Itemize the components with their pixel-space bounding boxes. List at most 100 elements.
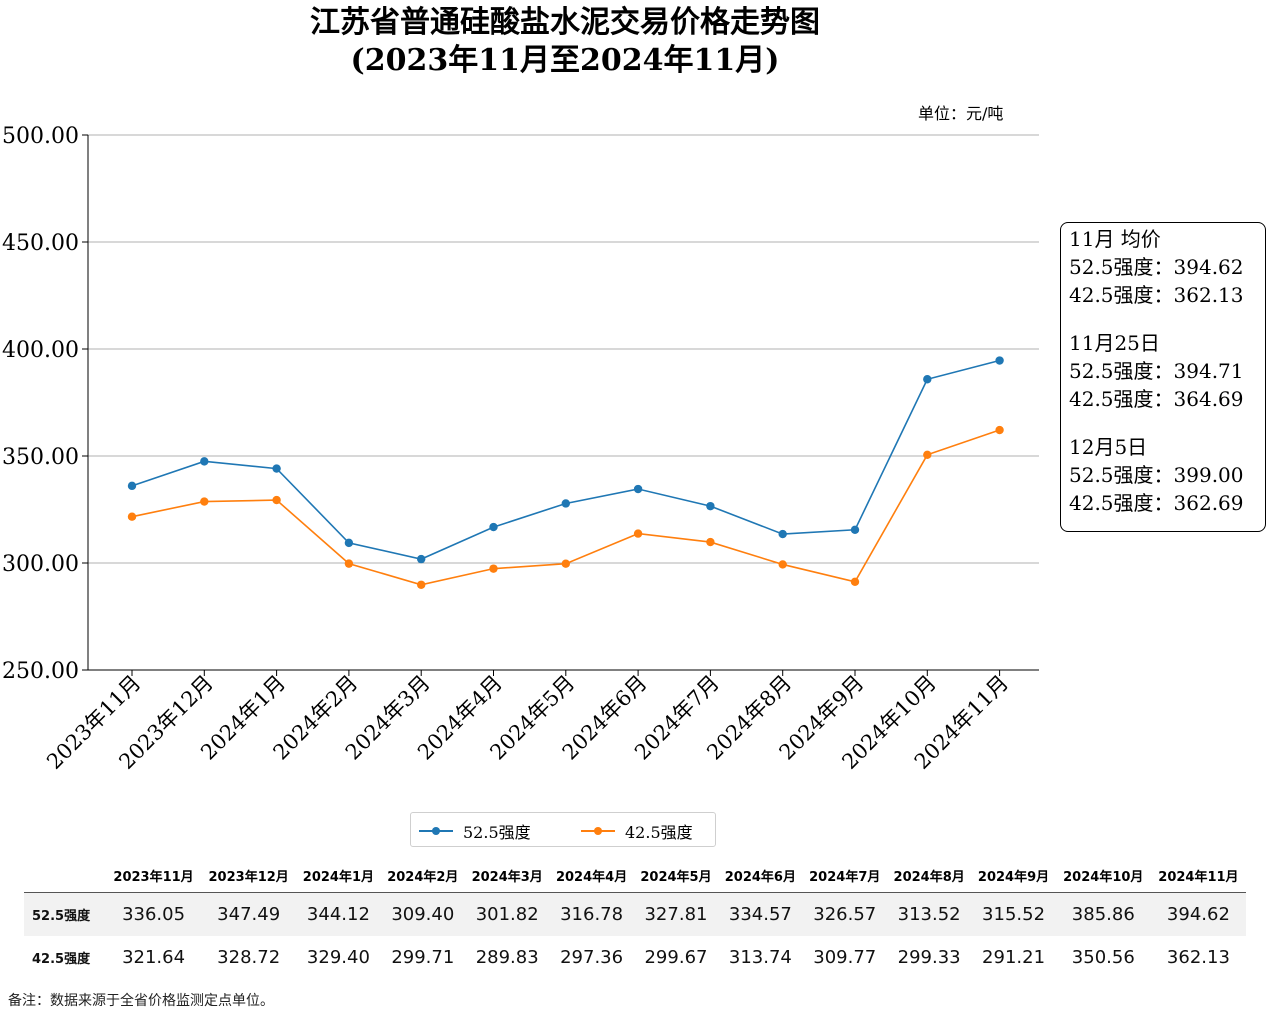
y-tick-label: 350.00 bbox=[2, 445, 79, 470]
table-column-header: 2023年12月 bbox=[208, 869, 289, 885]
data-point bbox=[344, 559, 354, 568]
table-cell: 336.05 bbox=[106, 892, 202, 936]
annotation-line: 52.5强度：394.71 bbox=[1069, 359, 1244, 383]
price-annotation-box: 11月 均价 52.5强度：394.62 42.5强度：362.13 11月25日 52… bbox=[1060, 222, 1266, 532]
table-cell: 299.67 bbox=[633, 936, 719, 979]
chart-subtitle: (2023年11月至2024年11月) bbox=[350, 43, 780, 78]
data-point bbox=[995, 356, 1004, 365]
chart-title-main: 江苏省普通硅酸盐水泥交易价格走势图 bbox=[310, 5, 820, 40]
table-cell: 309.77 bbox=[802, 936, 887, 979]
table-cell: 315.52 bbox=[971, 892, 1056, 936]
data-point bbox=[778, 560, 787, 569]
annotation-heading: 11月25日 bbox=[1069, 331, 1160, 355]
table-cell: 313.52 bbox=[886, 892, 972, 936]
annotation-line: 42.5强度：364.69 bbox=[1069, 387, 1244, 411]
table-cell: 291.21 bbox=[971, 936, 1056, 979]
y-tick-label: 250.00 bbox=[2, 659, 79, 684]
table-column-header: 2024年3月 bbox=[471, 869, 543, 885]
table-cell: 329.40 bbox=[296, 936, 381, 979]
data-point bbox=[417, 554, 426, 564]
table-row: 52.5强度 336.05 347.49 344.12 309.40 301.82 316.… bbox=[24, 892, 1246, 936]
table-column-header: 2024年8月 bbox=[893, 869, 965, 885]
table-column-header: 2023年11月 bbox=[113, 869, 194, 885]
y-tick-label: 450.00 bbox=[2, 231, 79, 256]
table-column-header: 2024年11月 bbox=[1158, 869, 1239, 885]
data-point bbox=[633, 484, 643, 494]
legend-label: 52.5强度 bbox=[463, 823, 531, 842]
table-cell: 328.72 bbox=[201, 936, 297, 979]
table-cell: 301.82 bbox=[465, 892, 550, 936]
legend-item: 42.5强度 bbox=[581, 819, 693, 843]
table-row-label: 52.5强度 bbox=[24, 892, 106, 936]
table-column-header: 2024年9月 bbox=[977, 869, 1050, 885]
table-column-header: 2024年7月 bbox=[809, 869, 881, 885]
table-row-label: 42.5强度 bbox=[24, 936, 106, 979]
table-cell: 347.49 bbox=[201, 892, 297, 936]
table-cell: 289.83 bbox=[465, 936, 550, 979]
data-point bbox=[633, 529, 643, 538]
series-line-0 bbox=[131, 359, 1000, 560]
chart-title: 江苏省普通硅酸盐水泥交易价格走势图 (2023年11月至2024年11月) bbox=[0, 4, 1130, 80]
table-header-row: 2023年11月 2023年12月 2024年1月 2024年2月 2024年3月 202… bbox=[24, 858, 1246, 893]
annotation-line: 42.5强度：362.69 bbox=[1069, 491, 1244, 515]
data-point bbox=[272, 495, 281, 505]
data-point bbox=[127, 512, 137, 521]
table-cell: 297.36 bbox=[549, 936, 634, 979]
table-column-header: 2024年6月 bbox=[724, 869, 796, 885]
data-point bbox=[272, 464, 281, 473]
table-cell: 309.40 bbox=[380, 892, 465, 936]
table-column-header: 2024年1月 bbox=[302, 869, 375, 885]
table-cell: 334.57 bbox=[718, 892, 803, 936]
annotation-heading: 11月 均价 bbox=[1069, 227, 1161, 251]
data-point bbox=[706, 537, 715, 547]
table-cell: 299.33 bbox=[886, 936, 972, 979]
annotation-line: 52.5强度：394.62 bbox=[1069, 255, 1244, 279]
unit-label: 单位：元/吨 bbox=[918, 104, 1004, 123]
table-cell: 326.57 bbox=[802, 892, 887, 936]
table-cell: 394.62 bbox=[1150, 892, 1246, 936]
legend-item: 52.5强度 bbox=[419, 819, 531, 843]
legend-label: 42.5强度 bbox=[625, 823, 693, 842]
table-column-header: 2024年5月 bbox=[640, 869, 712, 885]
annotation-group: 11月25日 52.5强度：394.71 42.5强度：364.69 bbox=[1069, 329, 1265, 413]
table-cell: 385.86 bbox=[1055, 892, 1151, 936]
table-cell: 313.74 bbox=[718, 936, 803, 979]
table-column-header: 2024年2月 bbox=[387, 869, 459, 885]
table-column-header: 2024年4月 bbox=[555, 869, 628, 885]
table-row: 42.5强度 321.64 328.72 329.40 299.71 289.83 297.… bbox=[24, 936, 1246, 979]
data-point bbox=[923, 375, 932, 384]
data-point bbox=[417, 580, 426, 589]
chart-legend: 52.5强度 42.5强度 bbox=[410, 812, 716, 847]
data-point bbox=[489, 564, 498, 573]
data-point bbox=[923, 450, 932, 460]
data-point bbox=[127, 481, 137, 491]
line-chart: 250.00300.00350.00400.00450.00500.002023… bbox=[2, 124, 1039, 774]
data-point bbox=[995, 425, 1004, 435]
data-point bbox=[850, 525, 860, 534]
data-point bbox=[706, 501, 715, 511]
table-cell: 299.71 bbox=[380, 936, 465, 979]
y-tick-label: 500.00 bbox=[2, 124, 79, 149]
source-note: 备注：数据来源于全省价格监测定点单位。 bbox=[8, 993, 274, 1009]
annotation-heading: 12月5日 bbox=[1069, 435, 1148, 459]
annotation-line: 42.5强度：362.13 bbox=[1069, 283, 1244, 307]
annotation-group: 11月 均价 52.5强度：394.62 42.5强度：362.13 bbox=[1069, 225, 1265, 309]
table-cell: 327.81 bbox=[633, 892, 719, 936]
table-corner bbox=[24, 858, 106, 893]
data-point bbox=[344, 538, 354, 548]
table-cell: 362.13 bbox=[1150, 936, 1246, 979]
data-point bbox=[561, 499, 570, 508]
table-cell: 344.12 bbox=[296, 892, 381, 936]
data-point bbox=[561, 559, 570, 568]
annotation-line: 52.5强度：399.00 bbox=[1069, 463, 1244, 487]
table-cell: 350.56 bbox=[1055, 936, 1151, 979]
data-table: 2023年11月 2023年12月 2024年1月 2024年2月 2024年3月 202… bbox=[24, 858, 1246, 979]
data-point bbox=[200, 457, 209, 466]
table-column-header: 2024年10月 bbox=[1063, 869, 1144, 885]
legend-swatch bbox=[419, 821, 453, 841]
data-point bbox=[850, 577, 860, 587]
y-tick-label: 300.00 bbox=[2, 552, 79, 577]
table-cell: 321.64 bbox=[106, 936, 202, 979]
annotation-group: 12月5日 52.5强度：399.00 42.5强度：362.69 bbox=[1069, 433, 1265, 517]
data-point bbox=[200, 497, 209, 506]
